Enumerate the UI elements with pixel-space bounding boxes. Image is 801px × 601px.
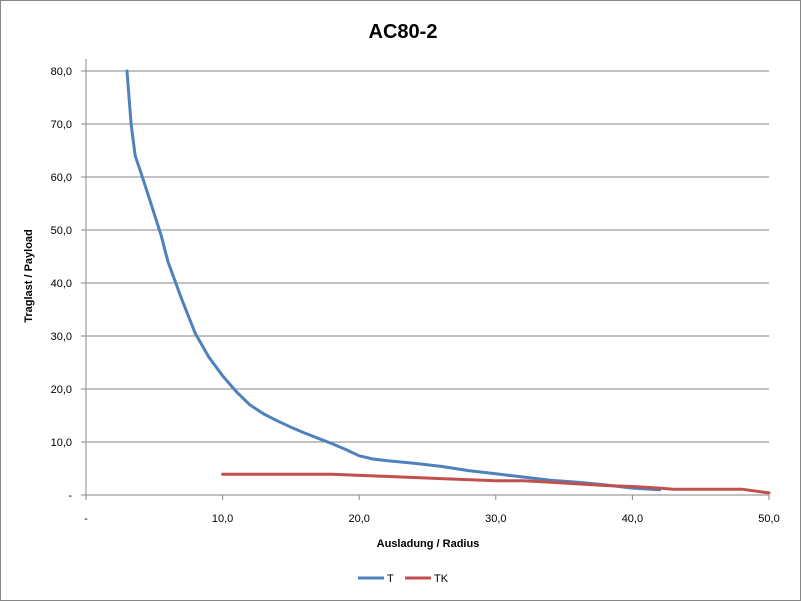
x-axis-title: Ausladung / Radius — [377, 538, 480, 550]
y-tick-label: 10,0 — [51, 437, 72, 449]
x-tick-label: - — [84, 513, 88, 525]
x-tick-label: 40,0 — [622, 513, 643, 525]
series-line-tk — [221, 472, 771, 495]
y-tick-label: - — [68, 490, 72, 502]
x-tick-label: 50,0 — [758, 513, 779, 525]
chart-title: AC80-2 — [369, 21, 438, 43]
legend-label-t: T — [387, 573, 394, 585]
y-tick-label: 20,0 — [51, 384, 72, 396]
y-tick-label: 50,0 — [51, 225, 72, 237]
legend-label-tk: TK — [434, 573, 449, 585]
series-line-t — [125, 69, 662, 492]
x-tick-label: 30,0 — [485, 513, 506, 525]
y-tick-label: 70,0 — [51, 119, 72, 131]
x-tick-label: 10,0 — [212, 513, 233, 525]
y-tick-label: 80,0 — [51, 66, 72, 78]
y-axis-title: Traglast / Payload — [23, 229, 35, 323]
x-tick-label: 20,0 — [348, 513, 369, 525]
y-tick-label: 30,0 — [51, 331, 72, 343]
y-tick-label: 60,0 — [51, 172, 72, 184]
y-tick-label: 40,0 — [51, 278, 72, 290]
